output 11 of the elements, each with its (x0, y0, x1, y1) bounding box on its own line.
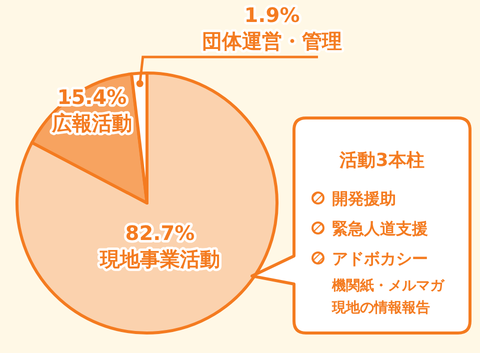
text: 現地の情報報告 (331, 300, 430, 316)
text: 機関紙・メルマガ (331, 278, 445, 294)
text: 開発援助 (332, 189, 396, 208)
text: アドボカシー (332, 249, 428, 268)
slice-label: 広報活動 (51, 111, 132, 135)
slice-label: 現地事業活動 (99, 247, 220, 271)
data-label: 82.7% (125, 221, 195, 245)
text: 緊急人道支援 (332, 219, 428, 238)
slice-label: 団体運営・管理 (202, 29, 342, 53)
text: 活動3本柱 (338, 150, 424, 171)
data-label: 1.9% (244, 3, 300, 27)
